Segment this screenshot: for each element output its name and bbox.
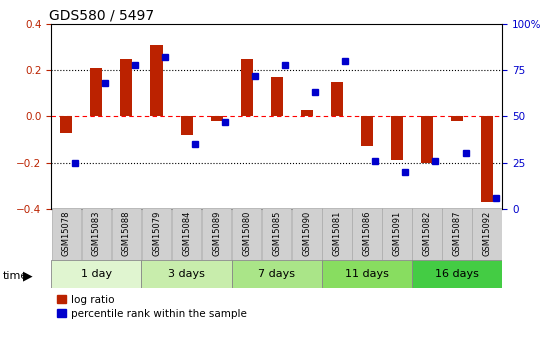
Text: 1 day: 1 day xyxy=(81,269,112,279)
Text: GSM15089: GSM15089 xyxy=(212,211,221,256)
Text: GSM15091: GSM15091 xyxy=(393,211,401,256)
Legend: log ratio, percentile rank within the sample: log ratio, percentile rank within the sa… xyxy=(57,295,247,319)
Text: GSM15088: GSM15088 xyxy=(122,211,131,256)
Bar xyxy=(232,208,261,260)
Bar xyxy=(442,208,472,260)
Text: 16 days: 16 days xyxy=(435,269,479,279)
Bar xyxy=(322,208,352,260)
Text: GSM15078: GSM15078 xyxy=(62,211,71,256)
Bar xyxy=(472,208,502,260)
Bar xyxy=(141,260,232,288)
Bar xyxy=(292,208,321,260)
Bar xyxy=(82,208,111,260)
Text: 11 days: 11 days xyxy=(345,269,389,279)
Text: GSM15079: GSM15079 xyxy=(152,211,161,256)
Text: GSM15086: GSM15086 xyxy=(362,211,372,256)
Text: GDS580 / 5497: GDS580 / 5497 xyxy=(49,9,154,23)
Bar xyxy=(391,117,403,160)
Text: GSM15085: GSM15085 xyxy=(272,211,281,256)
Bar xyxy=(412,260,502,288)
Bar xyxy=(331,82,343,117)
Text: GSM15081: GSM15081 xyxy=(332,211,341,256)
Text: 7 days: 7 days xyxy=(258,269,295,279)
Bar xyxy=(421,117,433,162)
Bar xyxy=(211,117,222,121)
Bar xyxy=(51,260,141,288)
Text: GSM15080: GSM15080 xyxy=(242,211,251,256)
Bar xyxy=(382,208,411,260)
Bar xyxy=(142,208,171,260)
Bar xyxy=(52,208,81,260)
Bar xyxy=(202,208,231,260)
Bar xyxy=(301,109,313,117)
Text: time: time xyxy=(3,271,28,281)
Bar xyxy=(232,260,322,288)
Bar xyxy=(241,59,253,117)
Bar xyxy=(60,117,72,132)
Text: GSM15083: GSM15083 xyxy=(92,211,101,256)
Bar xyxy=(262,208,292,260)
Bar xyxy=(180,117,193,135)
Bar xyxy=(413,208,442,260)
Bar xyxy=(322,260,412,288)
Bar xyxy=(361,117,373,146)
Bar xyxy=(271,77,283,117)
Text: GSM15090: GSM15090 xyxy=(302,211,311,256)
Bar xyxy=(451,117,463,121)
Text: GSM15084: GSM15084 xyxy=(182,211,191,256)
Bar xyxy=(481,117,493,202)
Text: GSM15087: GSM15087 xyxy=(453,211,462,256)
Bar xyxy=(112,208,141,260)
Bar xyxy=(352,208,382,260)
Bar xyxy=(151,45,163,117)
Text: 3 days: 3 days xyxy=(168,269,205,279)
Text: GSM15082: GSM15082 xyxy=(422,211,431,256)
Text: ▶: ▶ xyxy=(23,269,33,283)
Text: GSM15092: GSM15092 xyxy=(483,211,491,256)
Bar xyxy=(90,68,103,117)
Bar xyxy=(120,59,132,117)
Bar xyxy=(172,208,201,260)
